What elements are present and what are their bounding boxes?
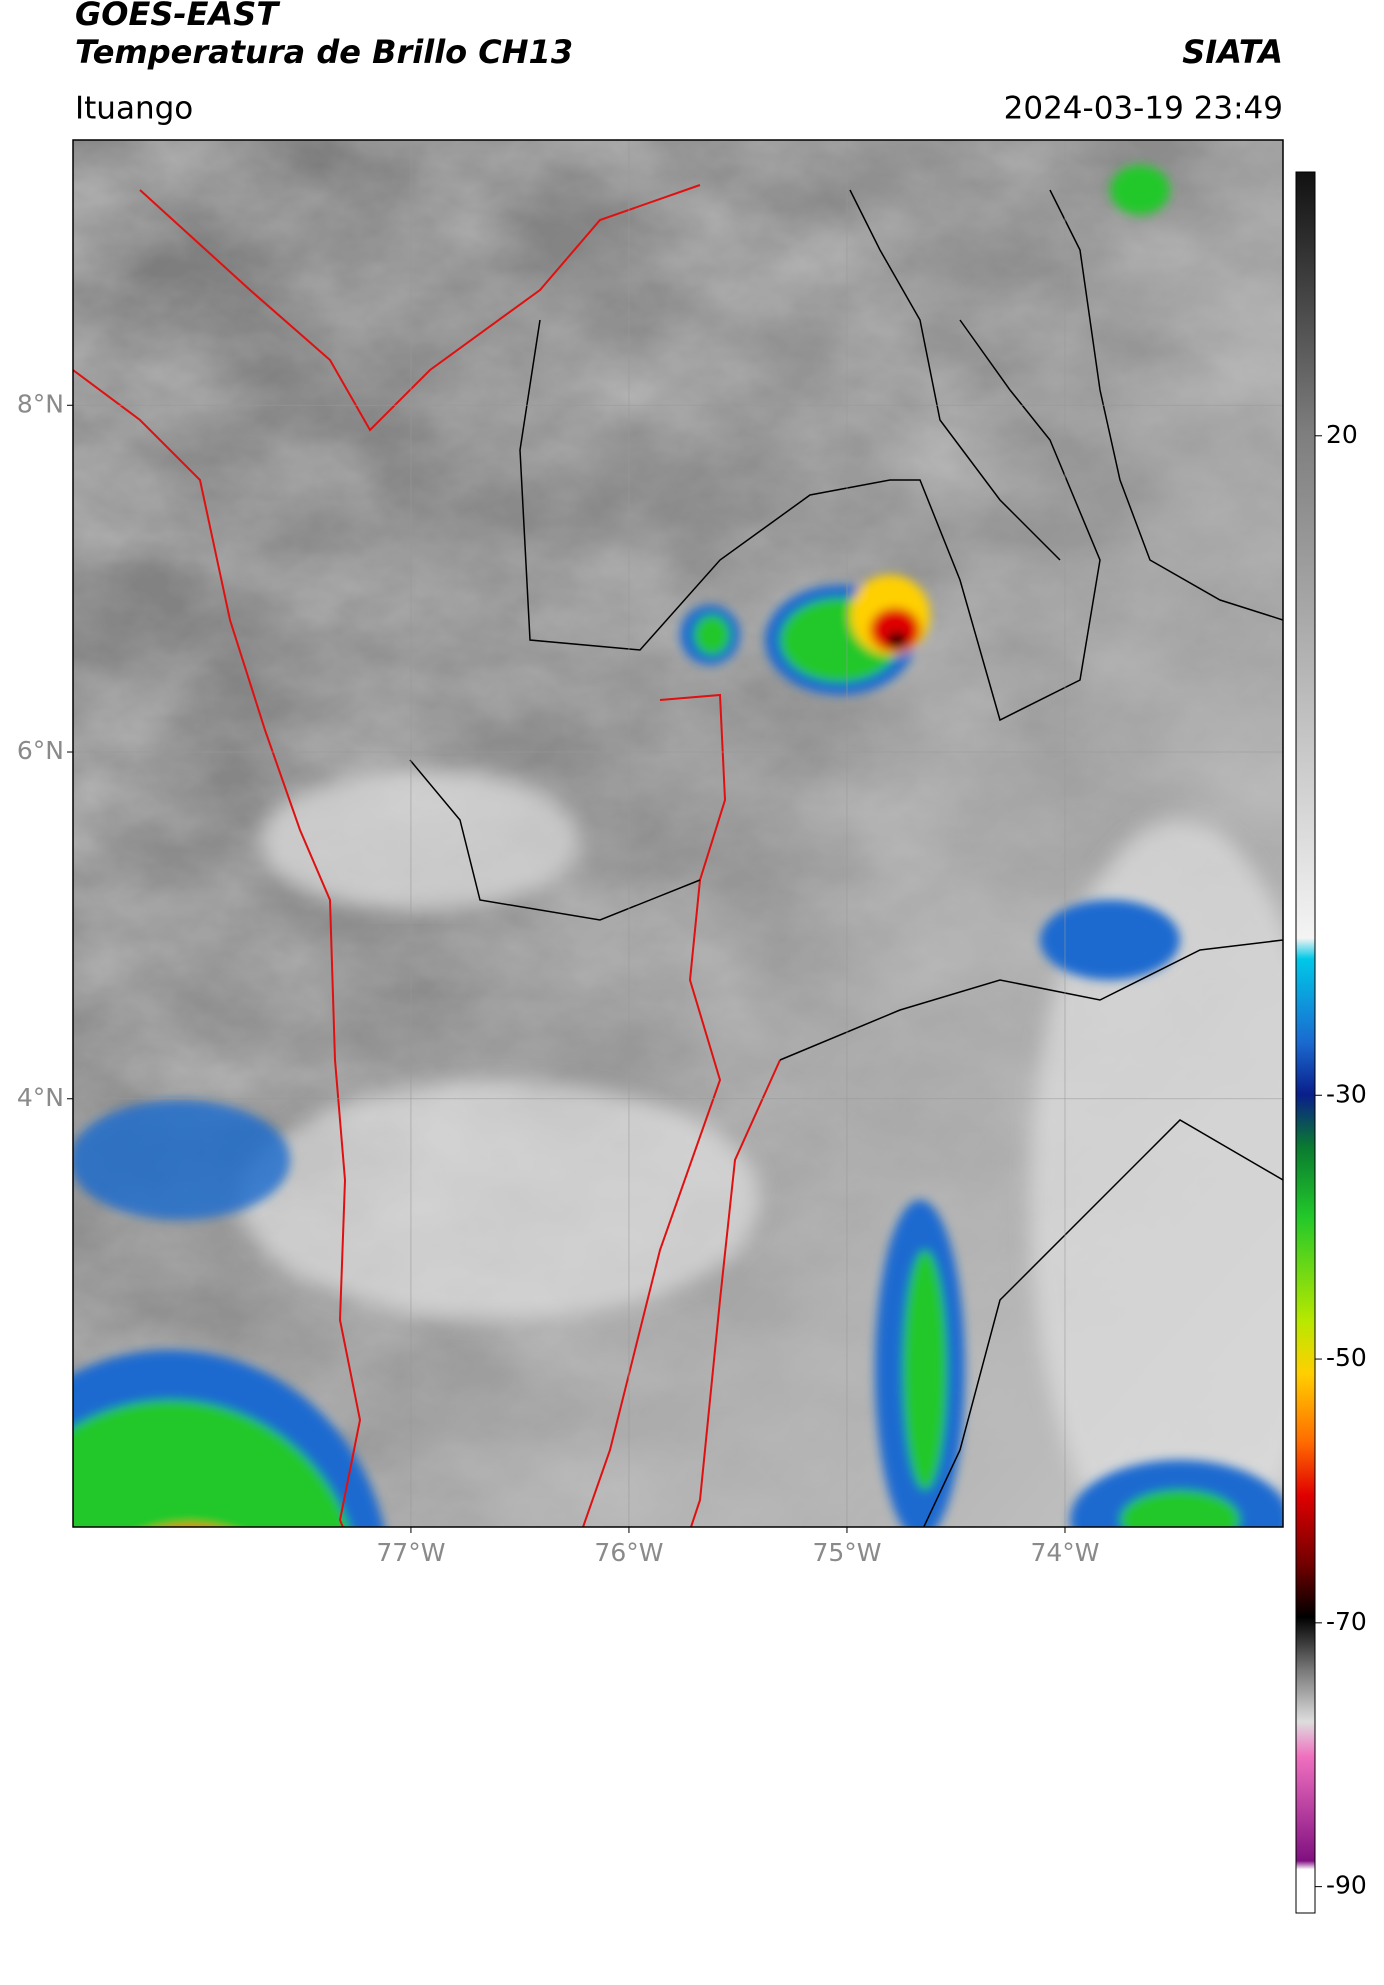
location: Ituango xyxy=(75,91,193,127)
colorbar-tick-label: -90 xyxy=(1326,1871,1367,1900)
colorbar-tick-label: -30 xyxy=(1326,1079,1367,1108)
colorbar-tick-label: 20 xyxy=(1326,420,1358,449)
lon-tick-label: 76°W xyxy=(594,1538,663,1567)
colorbar-tick-label: -70 xyxy=(1326,1607,1367,1636)
map-frame xyxy=(72,139,1284,1528)
satellite-image xyxy=(73,140,1283,1527)
graticule xyxy=(73,140,1283,1527)
colorbar xyxy=(1295,171,1316,1914)
lat-tick-label: 4°N xyxy=(17,1083,64,1112)
title-satellite: GOES-EAST xyxy=(75,0,280,33)
agency: SIATA xyxy=(1182,33,1283,71)
lon-tick-label: 75°W xyxy=(812,1538,881,1567)
lat-tick-label: 8°N xyxy=(17,389,64,418)
lon-tick-label: 74°W xyxy=(1030,1538,1099,1567)
title-product: Temperatura de Brillo CH13 xyxy=(75,33,573,71)
colorbar-tick-label: -50 xyxy=(1326,1343,1367,1372)
lon-tick-label: 77°W xyxy=(376,1538,445,1567)
lat-tick-label: 6°N xyxy=(17,736,64,765)
datetime: 2024-03-19 23:49 xyxy=(1004,91,1283,127)
